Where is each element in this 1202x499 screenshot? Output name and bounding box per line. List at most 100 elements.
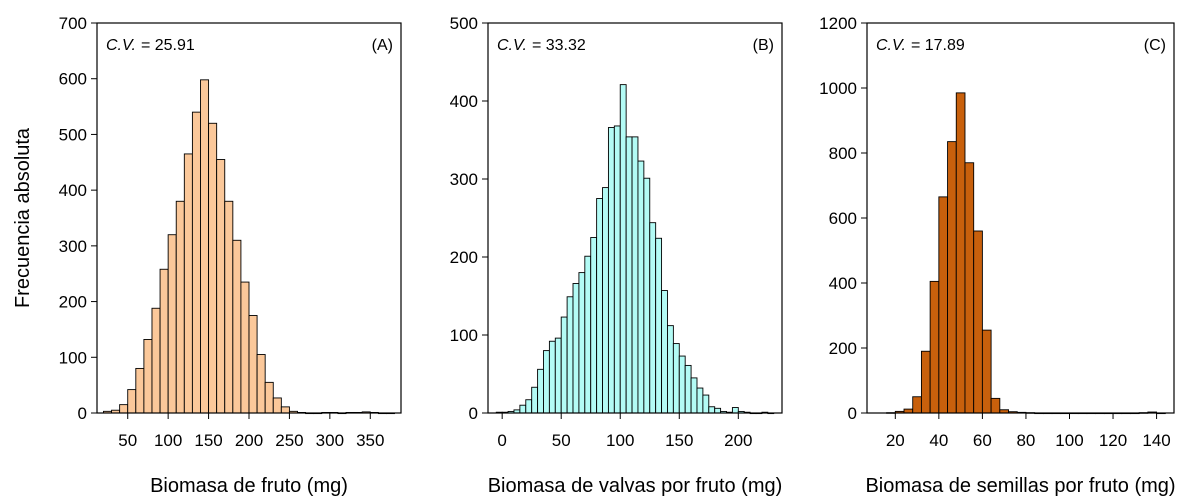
- y-tick-label: 600: [59, 70, 87, 89]
- cv-value: = 33.32: [532, 37, 586, 54]
- histogram-bar: [584, 255, 592, 414]
- cv-value: = 17.89: [911, 37, 965, 54]
- plot-frame: [866, 22, 1175, 414]
- histogram-bar: [708, 406, 716, 414]
- histogram-panel: 0 200 400 600 800 1000 1200 20 40 60 80 100 120 140 Bi…: [819, 14, 1175, 497]
- x-tick-label: 0: [497, 431, 506, 450]
- histogram-bar: [607, 127, 615, 414]
- y-tick-label: 400: [59, 181, 87, 200]
- plot-frame: [487, 22, 783, 414]
- histogram-bar: [702, 394, 710, 414]
- y-tick-label: 100: [450, 326, 478, 345]
- x-tick-label: 140: [1142, 431, 1170, 450]
- histogram-bar: [602, 187, 609, 414]
- y-tick-label: 300: [450, 170, 478, 189]
- cv-value: = 25.91: [141, 37, 195, 54]
- histogram-bar: [947, 141, 957, 414]
- panel-label: (C): [1144, 37, 1166, 54]
- x-tick-label: 20: [886, 431, 905, 450]
- histogram-bar: [280, 406, 290, 414]
- x-tick-label: 100: [606, 431, 634, 450]
- x-tick-label: 50: [552, 431, 571, 450]
- histogram-bar: [143, 339, 153, 414]
- y-axis-title: Frecuencia absoluta: [12, 127, 34, 308]
- histogram-bar: [964, 162, 975, 414]
- histogram-panel: 0 100 200 300 400 500 0 50 100 150 200 Biomasa de v…: [450, 14, 783, 497]
- histogram-bar: [548, 340, 556, 414]
- histogram-bar: [119, 404, 129, 414]
- histogram-bar: [240, 281, 250, 414]
- histogram-bar: [566, 296, 574, 414]
- cv-prefix: C.V.: [106, 37, 136, 54]
- histogram-bar: [684, 364, 692, 414]
- x-axis-title: Biomasa de valvas por fruto (mg): [488, 475, 783, 497]
- histogram-bar: [929, 280, 940, 414]
- x-tick-label: 150: [194, 431, 222, 450]
- histogram-bar: [631, 136, 639, 414]
- panel-label: (B): [753, 37, 774, 54]
- histogram-bar: [596, 198, 603, 414]
- histogram-bar: [672, 343, 680, 414]
- histogram-bar: [667, 325, 674, 414]
- y-tick-label: 200: [450, 248, 478, 267]
- x-tick-label: 100: [1055, 431, 1083, 450]
- y-tick-label: 500: [450, 14, 478, 33]
- x-tick-label: 50: [118, 431, 137, 450]
- histogram-bar: [525, 399, 533, 414]
- x-tick-label: 120: [1099, 431, 1127, 450]
- y-tick-label: 500: [59, 125, 87, 144]
- histogram-bar: [531, 386, 539, 414]
- y-tick-label: 800: [829, 144, 857, 163]
- histogram-bar: [590, 237, 598, 414]
- histogram-bar: [232, 239, 242, 414]
- histogram-bar: [649, 222, 657, 414]
- histogram-bar: [543, 350, 550, 414]
- cv-prefix: C.V.: [876, 37, 906, 54]
- x-tick-label: 150: [665, 431, 693, 450]
- x-axis-title: Biomasa de fruto (mg): [150, 475, 348, 497]
- histogram-bar: [731, 407, 739, 414]
- histogram-bar: [151, 307, 161, 414]
- histogram-bar: [578, 272, 586, 414]
- histogram-bar: [159, 268, 169, 414]
- x-tick-label: 350: [356, 431, 384, 450]
- histogram-bar: [183, 153, 193, 414]
- histogram-bar: [224, 200, 234, 414]
- y-tick-label: 700: [59, 14, 87, 33]
- histogram-bar: [696, 387, 704, 414]
- histogram-bar: [643, 177, 651, 414]
- panel-label: (A): [372, 37, 393, 54]
- x-tick-label: 40: [929, 431, 948, 450]
- histogram-bar: [920, 350, 931, 414]
- histogram-bar: [272, 397, 282, 414]
- y-tick-label: 100: [59, 348, 87, 367]
- histogram-bar: [216, 159, 226, 414]
- y-tick-label: 300: [59, 237, 87, 256]
- histogram-bar: [560, 316, 568, 414]
- histogram-bar: [167, 234, 177, 414]
- histogram-bar: [613, 125, 621, 414]
- histogram-panel: 0 100 200 300 400 500 600 700 50 100 150 200 250 300 3…: [12, 14, 402, 497]
- histogram-bar: [990, 397, 1001, 414]
- x-tick-label: 100: [154, 431, 182, 450]
- histogram-bar: [554, 337, 562, 414]
- histogram-bar: [208, 122, 218, 414]
- y-tick-label: 200: [829, 339, 857, 358]
- y-tick-label: 1200: [819, 14, 857, 33]
- histogram-bar: [955, 92, 966, 414]
- histogram-bar: [256, 354, 266, 414]
- histogram-bar: [572, 283, 580, 414]
- histogram-bar: [981, 329, 992, 414]
- y-tick-label: 200: [59, 293, 87, 312]
- histogram-bar: [678, 355, 686, 414]
- histogram-bar: [264, 381, 274, 414]
- x-tick-label: 80: [1016, 431, 1035, 450]
- histogram-bar: [912, 396, 922, 414]
- histogram-bar: [127, 389, 137, 414]
- histogram-bar: [690, 377, 698, 414]
- x-tick-label: 200: [235, 431, 263, 450]
- y-tick-label: 400: [829, 274, 857, 293]
- x-tick-label: 300: [316, 431, 344, 450]
- histogram-bar: [135, 367, 145, 414]
- y-tick-label: 0: [848, 404, 857, 423]
